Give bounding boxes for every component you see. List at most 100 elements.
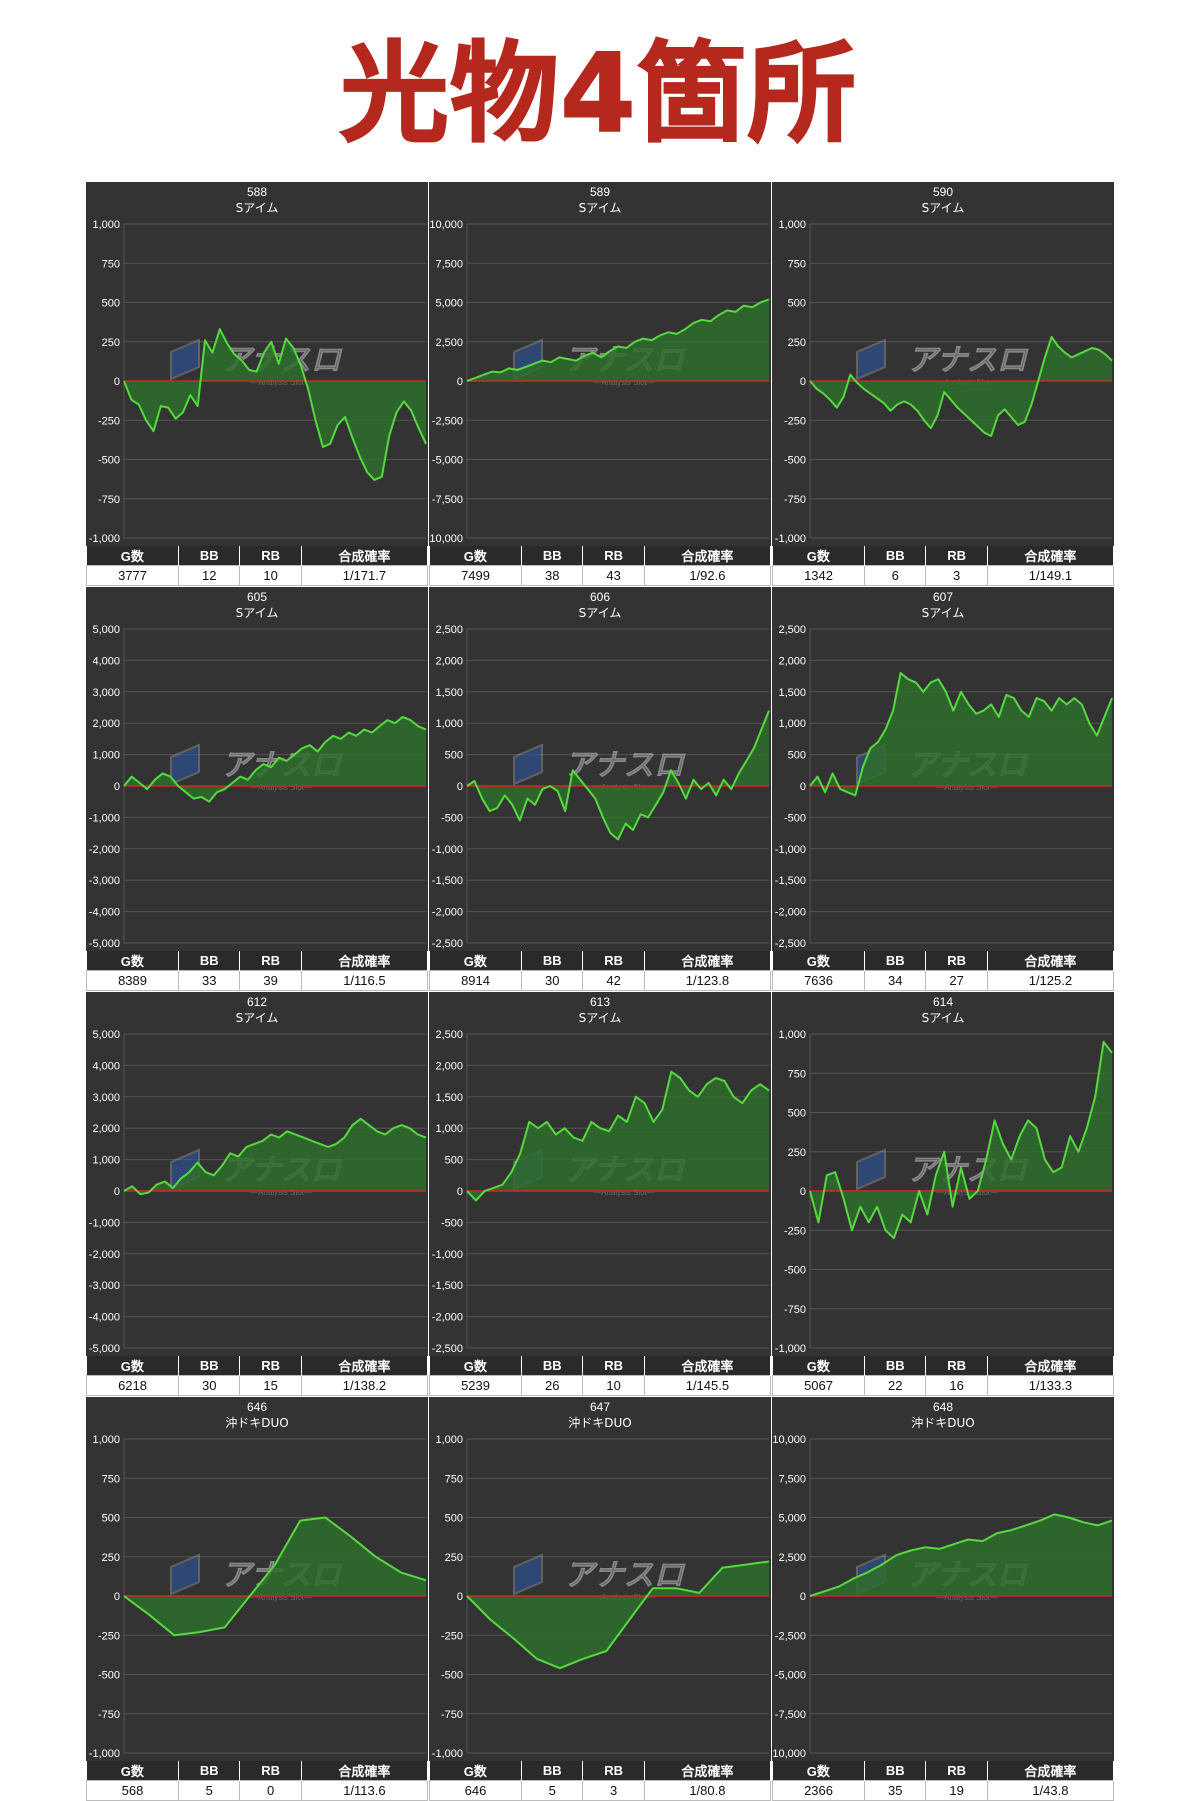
stats-table: G数 BB RB 合成確率 5239 26 10 1/145.5 bbox=[428, 1356, 772, 1396]
y-tick-label: -750 bbox=[784, 1304, 806, 1316]
y-tick-label: 1,500 bbox=[778, 687, 806, 699]
series-area bbox=[467, 1561, 769, 1669]
stats-value-rb: 16 bbox=[925, 1375, 988, 1396]
y-tick-label: -2,000 bbox=[432, 907, 463, 919]
chart-panel-605: 605 Sアイム 5,000 4,000 3,000 2,000 1,000 0 -1,000 -… bbox=[85, 587, 429, 991]
y-tick-label: 0 bbox=[457, 1186, 463, 1198]
stats-table: G数 BB RB 合成確率 6218 30 15 1/138.2 bbox=[85, 1356, 429, 1396]
stats-value-g: 5067 bbox=[771, 1375, 866, 1396]
logo-emblem-icon bbox=[513, 743, 543, 786]
stats-header-bb: BB bbox=[864, 951, 927, 971]
y-tick-label: -1,000 bbox=[432, 1748, 463, 1760]
series-line bbox=[809, 1513, 1113, 1597]
watermark-text: アナスロ bbox=[907, 343, 1028, 378]
stats-value-bb: 38 bbox=[521, 565, 584, 586]
chart-panel-588: 588 Sアイム 1,000 750 500 250 0 -250 -500 -750 -1,000… bbox=[85, 182, 429, 586]
y-tick-label: -1,000 bbox=[89, 1748, 120, 1760]
chart-panel-614: 614 Sアイム 1,000 750 500 250 0 -250 -500 -750 -1,000… bbox=[771, 992, 1115, 1396]
watermark-subtext: —Analysis Slot— bbox=[250, 1593, 312, 1602]
model-name: Sアイム bbox=[236, 606, 279, 620]
chart-svg: 589 Sアイム 10,000 7,500 5,000 2,500 0 -2,500 -5,00… bbox=[429, 182, 771, 546]
series-line bbox=[466, 710, 770, 841]
stats-header-rb: RB bbox=[582, 951, 645, 971]
stats-header-bb: BB bbox=[521, 546, 584, 566]
y-tick-label: -5,000 bbox=[89, 1343, 120, 1355]
stats-value-rate: 1/116.5 bbox=[300, 970, 429, 991]
stats-table: G数 BB RB 合成確率 646 5 3 1/80.8 bbox=[428, 1761, 772, 1801]
stats-value-row: 8914 30 42 1/123.8 bbox=[428, 970, 772, 991]
watermark-logo: アナスロ—Analysis Slot— bbox=[513, 743, 686, 792]
y-tick-label: -250 bbox=[98, 1630, 120, 1642]
y-tick-label: 0 bbox=[457, 1591, 463, 1603]
watermark-subtext: —Analysis Slot— bbox=[250, 783, 312, 792]
series-area bbox=[810, 1041, 1112, 1239]
y-tick-label: 500 bbox=[102, 298, 120, 310]
stats-header-bb: BB bbox=[864, 1761, 927, 1781]
y-tick-label: -10,000 bbox=[429, 533, 463, 545]
y-tick-label: 5,000 bbox=[778, 1513, 806, 1525]
stats-value-row: 3777 12 10 1/171.7 bbox=[85, 565, 429, 586]
chart-svg: 612 Sアイム 5,000 4,000 3,000 2,000 1,000 0 -1,000 -… bbox=[86, 992, 428, 1356]
stats-header-rb: RB bbox=[925, 951, 988, 971]
stats-value-bb: 26 bbox=[521, 1375, 584, 1396]
chart-panel-647: 647 沖ドキDUO 1,000 750 500 250 0 -250 -500 -750 -1,0… bbox=[428, 1397, 772, 1801]
stats-header-rate: 合成確率 bbox=[644, 546, 772, 566]
stats-value-rate: 1/133.3 bbox=[986, 1375, 1115, 1396]
y-tick-label: 250 bbox=[788, 1147, 806, 1159]
stats-header-g: G数 bbox=[772, 951, 866, 971]
stats-header-rb: RB bbox=[925, 1761, 988, 1781]
stats-header-row: G数 BB RB 合成確率 bbox=[429, 1356, 772, 1376]
stats-value-row: 7636 34 27 1/125.2 bbox=[771, 970, 1115, 991]
stats-header-row: G数 BB RB 合成確率 bbox=[772, 1356, 1115, 1376]
y-tick-label: 0 bbox=[114, 781, 120, 793]
stats-value-rate: 1/113.6 bbox=[300, 1780, 429, 1801]
stats-header-rate: 合成確率 bbox=[644, 951, 772, 971]
stats-header-g: G数 bbox=[86, 951, 180, 971]
stats-value-bb: 30 bbox=[521, 970, 584, 991]
model-name: Sアイム bbox=[922, 606, 965, 620]
y-tick-label: 2,000 bbox=[92, 1123, 120, 1135]
y-tick-label: -2,000 bbox=[775, 907, 806, 919]
chart-svg: 613 Sアイム 2,500 2,000 1,500 1,000 500 0 -500 -1,00… bbox=[429, 992, 771, 1356]
y-tick-label: -500 bbox=[784, 1265, 806, 1277]
stats-value-rb: 0 bbox=[239, 1780, 302, 1801]
machine-number: 646 bbox=[247, 1400, 267, 1414]
series-line bbox=[809, 336, 1113, 437]
y-tick-label: 1,500 bbox=[435, 1092, 463, 1104]
stats-header-bb: BB bbox=[178, 546, 241, 566]
y-tick-label: 2,500 bbox=[435, 337, 463, 349]
stats-value-g: 568 bbox=[85, 1780, 180, 1801]
stats-header-rb: RB bbox=[239, 951, 302, 971]
stats-header-rb: RB bbox=[925, 546, 988, 566]
stats-header-bb: BB bbox=[178, 1761, 241, 1781]
y-tick-label: -1,500 bbox=[432, 1280, 463, 1292]
y-tick-label: -500 bbox=[441, 1217, 463, 1229]
machine-number: 607 bbox=[933, 590, 953, 604]
y-tick-label: -1,500 bbox=[775, 875, 806, 887]
stats-value-rb: 15 bbox=[239, 1375, 302, 1396]
series-area bbox=[124, 1118, 426, 1195]
stats-value-g: 3777 bbox=[85, 565, 180, 586]
stats-header-g: G数 bbox=[429, 1356, 523, 1376]
stats-header-rb: RB bbox=[582, 1761, 645, 1781]
y-tick-label: -2,500 bbox=[432, 415, 463, 427]
stats-header-row: G数 BB RB 合成確率 bbox=[429, 951, 772, 971]
stats-header-row: G数 BB RB 合成確率 bbox=[772, 546, 1115, 566]
stats-header-row: G数 BB RB 合成確率 bbox=[429, 546, 772, 566]
model-name: Sアイム bbox=[579, 201, 622, 215]
y-tick-label: 1,000 bbox=[778, 1029, 806, 1041]
y-tick-label: 1,000 bbox=[435, 1434, 463, 1446]
stats-value-g: 7636 bbox=[771, 970, 866, 991]
y-tick-label: 0 bbox=[114, 376, 120, 388]
series-line bbox=[123, 715, 427, 803]
stats-header-bb: BB bbox=[521, 1761, 584, 1781]
y-tick-label: 500 bbox=[445, 750, 463, 762]
y-tick-label: -750 bbox=[441, 1709, 463, 1721]
stats-header-rate: 合成確率 bbox=[301, 951, 429, 971]
stats-value-rb: 3 bbox=[582, 1780, 645, 1801]
series-line bbox=[466, 1560, 770, 1670]
stats-table: G数 BB RB 合成確率 2366 35 19 1/43.8 bbox=[771, 1761, 1115, 1801]
stats-value-row: 1342 6 3 1/149.1 bbox=[771, 565, 1115, 586]
stats-value-bb: 35 bbox=[864, 1780, 927, 1801]
stats-value-rb: 3 bbox=[925, 565, 988, 586]
